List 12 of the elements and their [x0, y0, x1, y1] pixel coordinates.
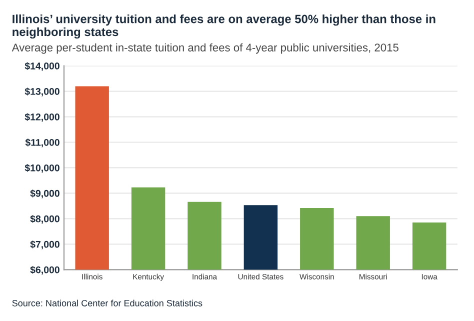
- chart-subtitle: Average per-student in-state tuition and fees of 4-year public universities, 2015: [12, 43, 398, 54]
- y-tick-label: $12,000: [24, 113, 60, 122]
- y-tick-label: $7,000: [30, 240, 60, 250]
- chart-title: Illinois’ university tuition and fees are on average 50% higher than those in neighboring states: [12, 14, 436, 39]
- y-tick-label: $10,000: [24, 164, 60, 173]
- y-tick-label: $14,000: [24, 62, 60, 71]
- y-tick-label: $9,000: [30, 190, 60, 198]
- y-tick-label: $13,000: [24, 88, 60, 96]
- y-tick-label: $6,000: [30, 266, 60, 275]
- y-tick-label: $11,000: [25, 138, 60, 148]
- y-tick-label: $8,000: [30, 214, 60, 224]
- source-note: Source: National Center for Education Statistics: [12, 300, 202, 306]
